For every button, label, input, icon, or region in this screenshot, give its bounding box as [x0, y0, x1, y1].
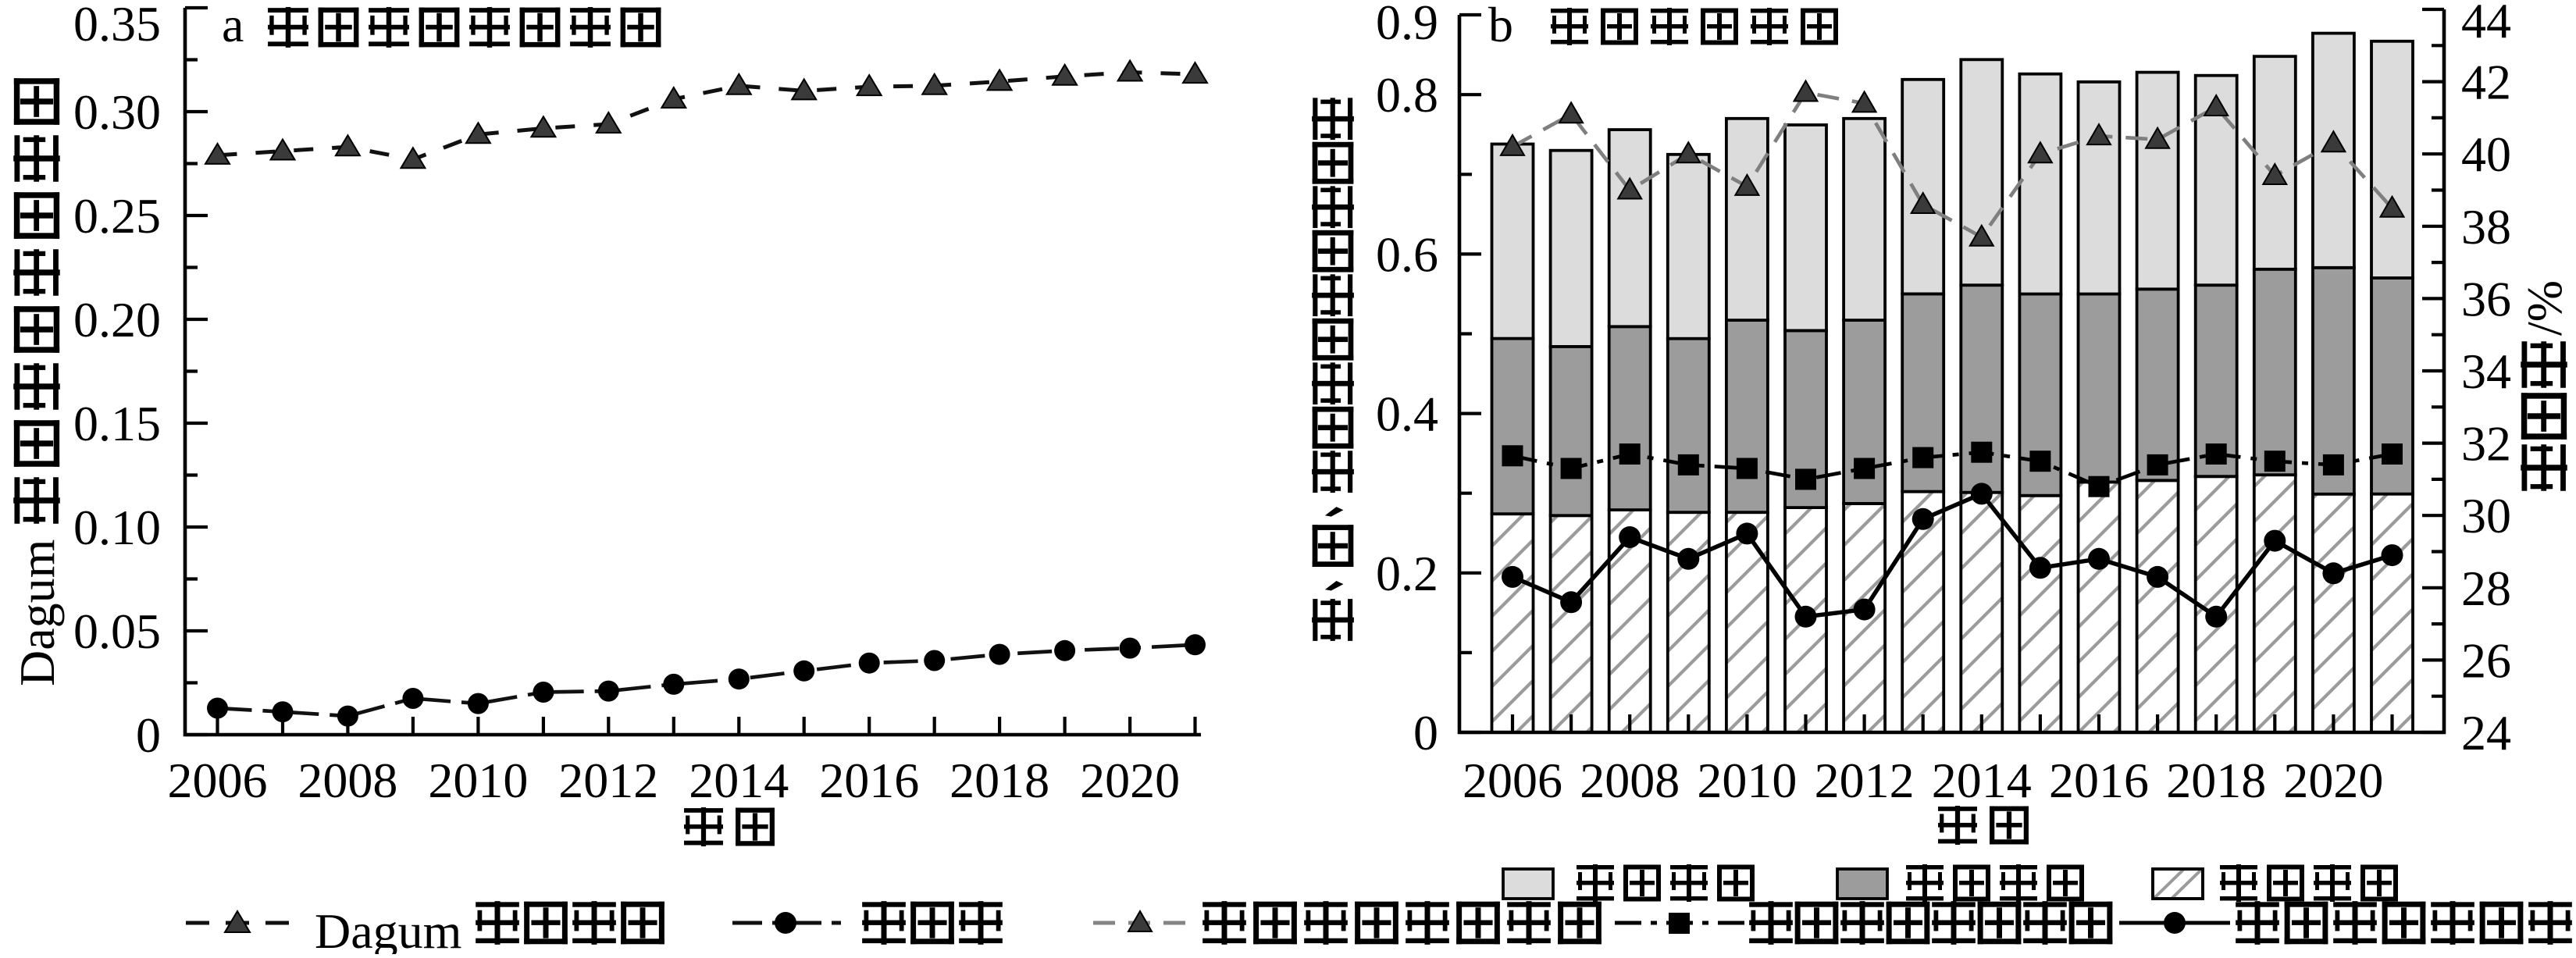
svg-text:2018: 2018	[2166, 753, 2266, 808]
svg-text:b: b	[1488, 0, 1513, 52]
svg-text:2012: 2012	[1815, 753, 1915, 808]
svg-text:2014: 2014	[1932, 753, 2032, 808]
svg-text:32: 32	[2461, 416, 2511, 472]
svg-text:2008: 2008	[1580, 753, 1680, 808]
svg-text:0: 0	[1413, 705, 1438, 760]
svg-text:Dagum: Dagum	[315, 903, 461, 954]
svg-text:0.35: 0.35	[73, 0, 161, 52]
svg-text:28: 28	[2461, 561, 2511, 616]
svg-text:2016: 2016	[2049, 753, 2149, 808]
svg-text:2018: 2018	[950, 753, 1049, 808]
svg-text:0: 0	[136, 707, 161, 763]
svg-text:0.10: 0.10	[73, 500, 161, 555]
svg-text:2016: 2016	[819, 753, 919, 808]
svg-text:0.2: 0.2	[1376, 546, 1438, 601]
svg-text:2012: 2012	[558, 753, 658, 808]
svg-text:2020: 2020	[1080, 753, 1180, 808]
svg-text:0.6: 0.6	[1376, 226, 1438, 282]
svg-text:0.30: 0.30	[73, 84, 161, 140]
svg-text:2006: 2006	[168, 753, 268, 808]
svg-text:40: 40	[2461, 126, 2511, 182]
svg-text:2014: 2014	[689, 753, 789, 808]
svg-text:a: a	[222, 0, 244, 52]
svg-text:2008: 2008	[298, 753, 397, 808]
svg-text:38: 38	[2461, 199, 2511, 255]
svg-text:0.25: 0.25	[73, 188, 161, 244]
svg-text:26: 26	[2461, 632, 2511, 688]
svg-text:2010: 2010	[428, 753, 528, 808]
svg-text:34: 34	[2461, 344, 2511, 399]
svg-text:0.9: 0.9	[1376, 0, 1438, 50]
svg-text:Dagum: Dagum	[9, 540, 65, 686]
svg-text:/%: /%	[2517, 280, 2572, 336]
svg-text:0.8: 0.8	[1376, 67, 1438, 123]
svg-text:0.05: 0.05	[73, 604, 161, 659]
svg-text:2020: 2020	[2283, 753, 2383, 808]
svg-text:0.15: 0.15	[73, 396, 161, 451]
svg-text:0.4: 0.4	[1376, 386, 1438, 442]
svg-text:0.20: 0.20	[73, 292, 161, 347]
svg-text:2006: 2006	[1463, 753, 1562, 808]
svg-text:42: 42	[2461, 55, 2511, 110]
svg-text:30: 30	[2461, 488, 2511, 543]
svg-text:44: 44	[2461, 0, 2511, 48]
svg-text:24: 24	[2461, 705, 2511, 760]
svg-text:2010: 2010	[1697, 753, 1797, 808]
svg-text:36: 36	[2461, 271, 2511, 326]
